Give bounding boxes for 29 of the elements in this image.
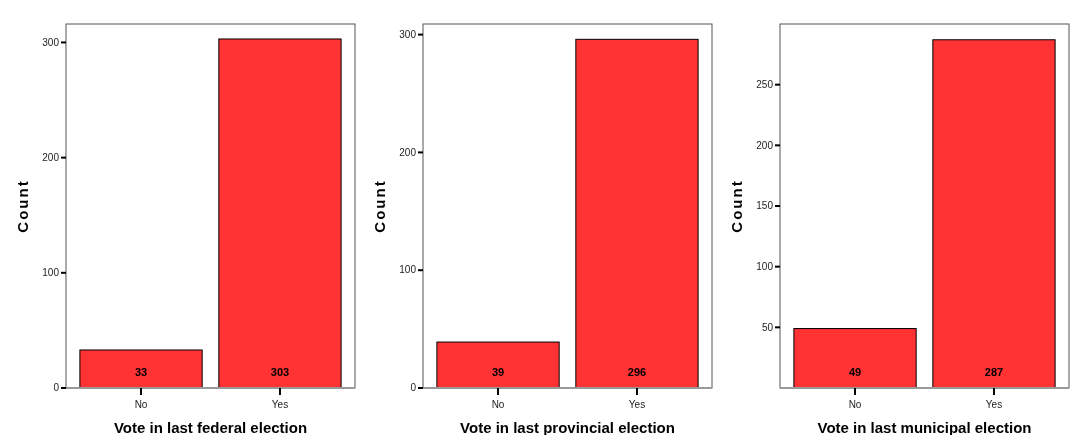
x-tick-label: No [491, 399, 505, 410]
y-axis-title: Count [371, 179, 388, 233]
y-axis-title: Count [728, 179, 745, 233]
data-label: 287 [984, 366, 1004, 378]
y-tick-label: 250 [756, 78, 774, 90]
data-label: 303 [270, 366, 290, 378]
y-tick-label: 100 [42, 267, 60, 279]
y-axis-title: Count [14, 179, 31, 233]
x-tick-label: Yes [985, 399, 1003, 410]
x-axis-title: Vote in last federal election [113, 419, 308, 435]
data-label: 33 [134, 366, 148, 378]
y-tick-label: 100 [399, 264, 417, 276]
y-tick-label: 200 [756, 139, 774, 151]
data-label: 296 [627, 366, 647, 378]
y-tick-label: 0 [53, 382, 60, 394]
y-tick-label: 0 [410, 382, 417, 394]
y-tick-label: 200 [42, 151, 60, 163]
x-tick-label: No [134, 399, 148, 410]
x-tick-label: Yes [628, 399, 646, 410]
y-tick-label: 150 [756, 200, 774, 212]
y-tick-label: 300 [42, 36, 60, 48]
x-tick-label: Yes [271, 399, 289, 410]
y-tick-label: 50 [761, 321, 774, 333]
x-tick-label: No [848, 399, 862, 410]
data-label: 39 [491, 366, 505, 378]
data-label: 49 [848, 366, 862, 378]
y-tick-label: 300 [399, 28, 417, 40]
y-tick-label: 200 [399, 146, 417, 158]
y-tick-label: 100 [756, 260, 774, 272]
